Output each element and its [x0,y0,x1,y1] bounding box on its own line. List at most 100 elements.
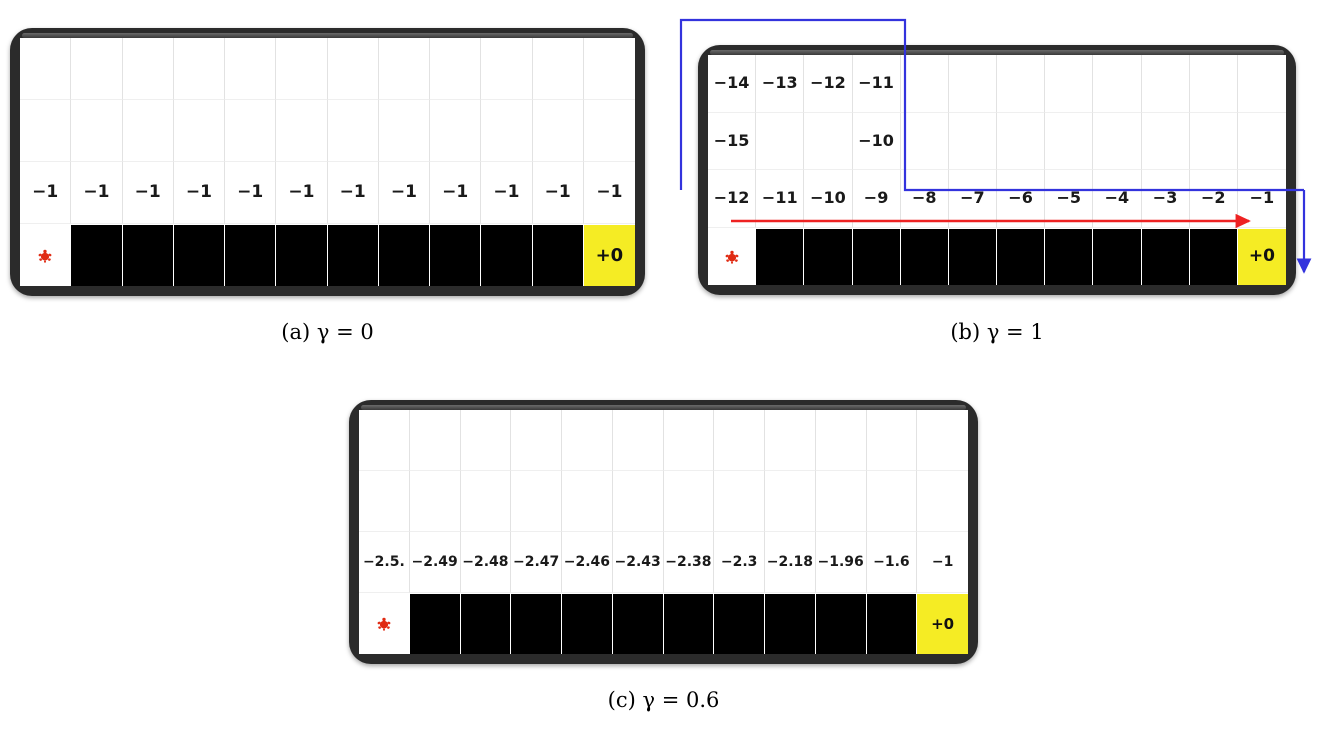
cell-value-label: −9 [863,188,889,208]
value-cell: −10 [804,170,853,228]
empty-cell [714,410,765,471]
value-cell: −2.46 [562,532,613,593]
empty-cell: −12 [804,55,853,113]
value-cell: −4 [1093,170,1142,228]
empty-cell [900,112,949,170]
value-cell: −2.49 [409,532,461,593]
empty-cell [378,38,430,100]
empty-cell [225,38,277,100]
cliff-cell [612,593,664,654]
empty-cell: −14 [708,55,757,113]
empty-cell [1189,55,1238,113]
empty-cell [714,471,765,532]
empty-cell [900,55,949,113]
value-cell: −6 [997,170,1046,228]
cell-value-label: −2.46 [563,554,611,570]
caption-b-text: (b) γ = 1 [950,320,1044,344]
cliff-cell [804,227,853,285]
gridworld-screen-a: −1 −1 −1 −1 −1 −1 −1 −1 −1 −1 −1 −1 +0 [20,38,635,286]
cell-value-label: −2 [1200,188,1226,208]
empty-cell [481,38,533,100]
gridworld-frame-c: −2.5. −2.49 −2.48 −2.47 −2.46 −2.43 −2.38 −2.3−… [349,400,978,664]
value-cell: −1 [276,162,328,224]
cell-value-label: −1 [931,554,954,570]
value-cell: −1 [583,162,635,224]
value-cell: −12 [708,170,757,228]
cliff-cell [900,227,949,285]
empty-cell [1045,112,1094,170]
cell-value-label: −15 [713,130,750,150]
cell-value-label: −14 [713,73,750,93]
cliff-cell [1189,227,1238,285]
goal-cell[interactable]: +0 [583,224,635,286]
gridworld-frame-b: −14 −13 −12 −11 −15 −10 −12 −11 −10 −9 −8 −7 −6 −5 −4 −… [698,45,1296,295]
caption-panel-b: (b) γ = 1 [658,320,1325,344]
empty-cell [20,100,72,162]
value-cell: −2.48 [460,532,512,593]
value-cell: −1.96 [815,532,867,593]
start-cell[interactable] [708,227,757,285]
start-cell[interactable] [359,593,410,654]
empty-cell [1189,112,1238,170]
empty-cell [276,100,328,162]
value-cell: −9 [852,170,901,228]
cell-value-label: −12 [713,188,750,208]
turtle-icon [376,616,392,632]
cliff-cell [1045,227,1094,285]
empty-cell [917,471,968,532]
empty-cell [327,38,379,100]
value-cell: −2.3 [714,532,765,593]
empty-cell [511,471,562,532]
cliff-cell [122,224,174,286]
empty-cell: −15 [708,112,757,170]
gridworld-screen-b: −14 −13 −12 −11 −15 −10 −12 −11 −10 −9 −8 −7 −6 −5 −4 −… [708,55,1286,285]
value-cell: −2 [1189,170,1238,228]
cell-value-label: −1 [544,182,571,202]
cliff-cell [1093,227,1142,285]
empty-cell [1141,55,1190,113]
empty-cell [122,100,174,162]
empty-cell [327,100,379,162]
cell-value-label: −1 [493,182,520,202]
cell-value-label: −11 [761,188,798,208]
empty-cell [948,112,997,170]
caption-c-text: (c) γ = 0.6 [607,688,720,712]
value-cell: −1 [532,162,584,224]
empty-cell [1237,55,1286,113]
empty-cell [765,410,816,471]
cell-value-label: −10 [810,188,846,208]
cell-value-label: −1 [442,182,469,202]
cell-value-label: −2.3 [720,554,758,570]
empty-cell [173,38,225,100]
goal-cell[interactable]: +0 [1237,227,1286,285]
cliff-cell [756,227,805,285]
goal-cell[interactable]: +0 [917,593,968,654]
cliff-cell [378,224,430,286]
cell-value-label: −5 [1056,188,1082,208]
cell-value-label: −2.38 [665,554,712,570]
empty-cell [997,112,1046,170]
goal-reward-label: +0 [931,614,955,633]
cell-value-label: −3 [1152,188,1178,208]
cell-value-label: −1 [237,182,264,202]
empty-cell [1141,112,1190,170]
cell-value-label: −4 [1104,188,1130,208]
cliff-cell [225,224,277,286]
start-cell[interactable] [20,224,72,286]
cell-value-label: −12 [810,73,846,93]
empty-cell [815,471,867,532]
value-cell: −11 [756,170,805,228]
value-cell: −1 [1237,170,1286,228]
empty-cell: −11 [852,55,901,113]
value-cell: −1 [430,162,482,224]
cliff-cell [173,224,225,286]
value-cell: −1 [71,162,123,224]
empty-cell [71,38,123,100]
cliff-cell [765,593,816,654]
cliff-cell [714,593,765,654]
cliff-cell [997,227,1046,285]
value-cell: −1 [917,532,968,593]
value-cell: −3 [1141,170,1190,228]
value-cell: −8 [900,170,949,228]
empty-cell [756,112,805,170]
